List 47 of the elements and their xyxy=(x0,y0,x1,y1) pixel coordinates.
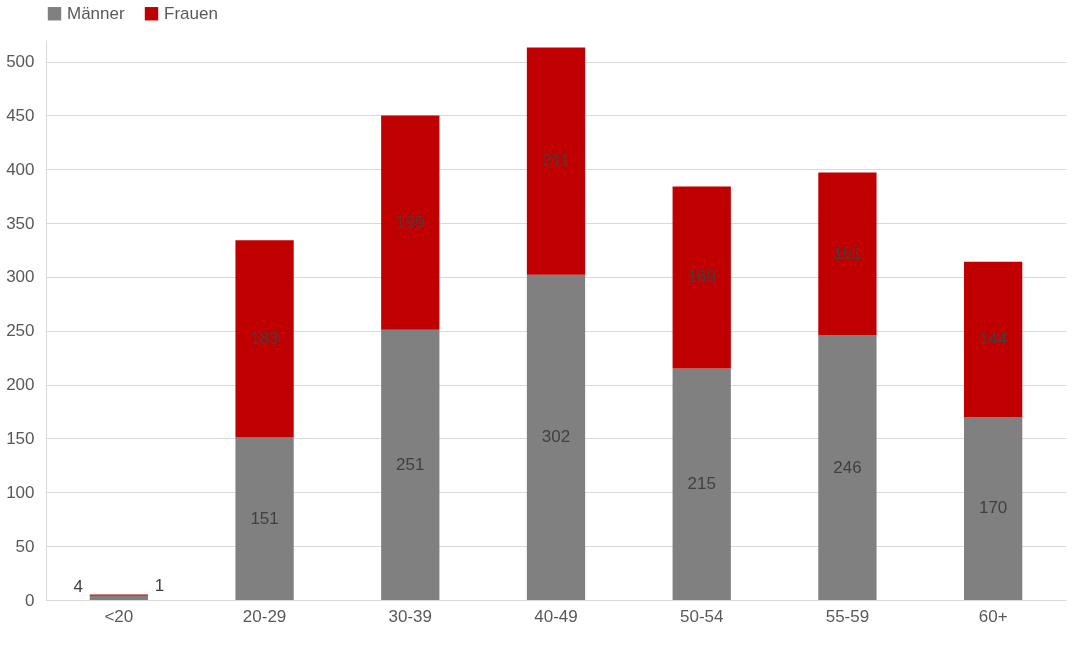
bar xyxy=(235,437,294,600)
data-label: 302 xyxy=(541,427,571,447)
x-tick-label: 30-39 xyxy=(388,606,433,626)
bar xyxy=(381,115,440,330)
data-label: 170 xyxy=(978,498,1008,518)
y-tick-label: 350 xyxy=(6,213,35,233)
y-tick-label: 300 xyxy=(6,267,35,287)
y-tick-label: 100 xyxy=(6,482,35,502)
x-tick-label: 55-59 xyxy=(825,606,870,626)
data-label: 1 xyxy=(154,575,165,595)
data-label: 151 xyxy=(833,243,862,263)
data-label: 251 xyxy=(396,454,425,474)
bar xyxy=(672,368,731,600)
x-tick-label: 20-29 xyxy=(242,606,287,626)
y-tick-label: 150 xyxy=(6,428,35,448)
y-tick-label: 200 xyxy=(6,375,35,395)
y-tick-label: 500 xyxy=(6,52,35,72)
bar xyxy=(964,416,1023,600)
bar xyxy=(526,47,586,275)
data-label: 215 xyxy=(687,474,716,494)
x-tick-label: 50-54 xyxy=(679,606,724,626)
y-tick-label: 50 xyxy=(15,536,35,556)
y-tick-label: 0 xyxy=(25,590,35,610)
bar xyxy=(818,335,877,600)
data-label: 211 xyxy=(542,151,570,171)
x-tick-label: 40-49 xyxy=(534,606,578,626)
legend-label: Männer xyxy=(67,3,125,23)
bar xyxy=(672,186,731,369)
y-tick-label: 400 xyxy=(6,159,35,179)
data-label: 4 xyxy=(73,576,83,596)
bar xyxy=(89,595,148,600)
data-label: 183 xyxy=(250,328,279,348)
y-tick-label: 450 xyxy=(6,105,35,125)
bar xyxy=(964,261,1023,417)
bar xyxy=(381,329,440,600)
data-label: 169 xyxy=(687,267,716,287)
bar xyxy=(526,274,586,600)
data-label: 151 xyxy=(250,508,279,528)
bar xyxy=(818,172,877,336)
x-tick-label: <20 xyxy=(104,606,134,626)
data-label: 199 xyxy=(396,212,425,232)
x-tick-label: 60+ xyxy=(978,606,1008,626)
data-label: 246 xyxy=(833,457,862,477)
data-label: 144 xyxy=(978,329,1008,349)
y-tick-label: 250 xyxy=(6,321,35,341)
legend-label: Frauen xyxy=(164,3,218,23)
bar xyxy=(235,240,294,438)
